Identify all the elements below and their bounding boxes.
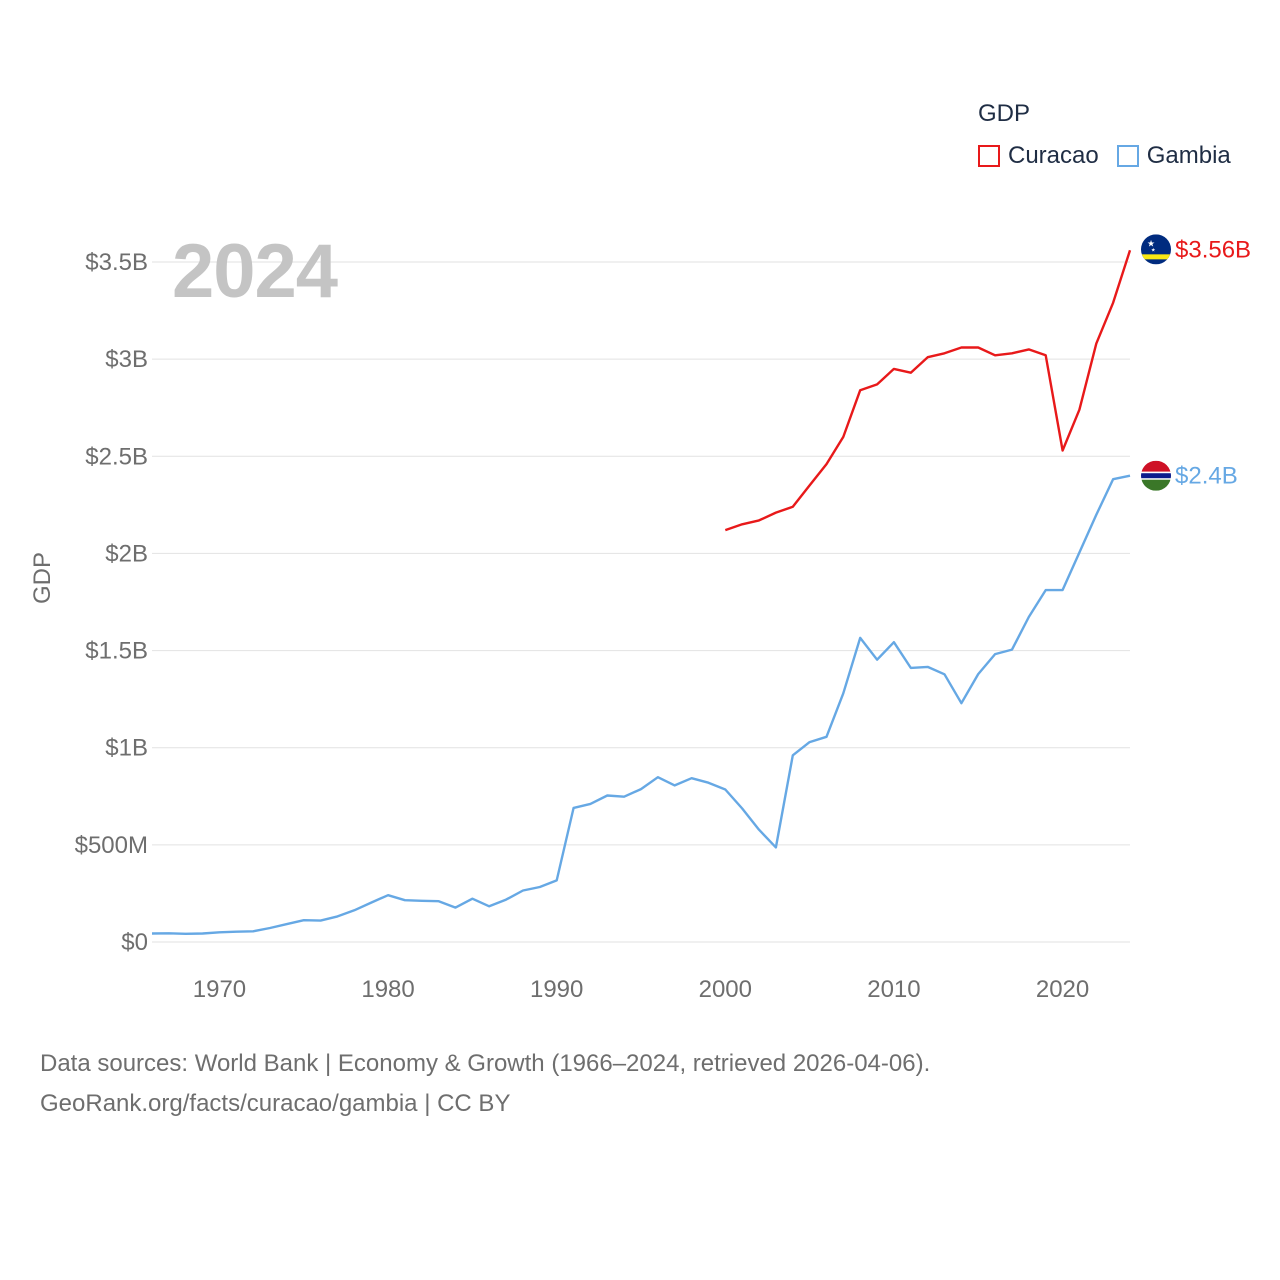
footer-sources: Data sources: World Bank | Economy & Gro… — [40, 1050, 931, 1077]
svg-text:★: ★ — [1151, 247, 1156, 253]
legend: Curacao Gambia — [978, 142, 1249, 170]
grid-lines — [152, 261, 1130, 943]
footer-link[interactable]: GeoRank.org/facts/curacao/gambia | CC BY — [40, 1090, 511, 1117]
y-axis-label: GDP — [29, 552, 56, 604]
y-tick-label: $3B — [105, 346, 148, 373]
series-line-curacao — [724, 249, 1132, 532]
y-tick-label: $2B — [105, 540, 148, 567]
legend-item-gambia[interactable]: Gambia — [1116, 142, 1231, 170]
y-tick-label: $1B — [105, 735, 148, 762]
y-tick-label: $0 — [121, 929, 148, 956]
svg-text:★: ★ — [1147, 239, 1155, 249]
series-line-gambia — [151, 474, 1131, 935]
legend-swatch-gambia — [1116, 145, 1139, 167]
series-lines — [151, 249, 1132, 935]
x-tick-label: 2000 — [699, 976, 752, 1003]
legend-label-curacao: Curacao — [1008, 142, 1099, 169]
footer-credits: Data sources: World Bank | Economy & Gro… — [40, 1044, 930, 1124]
legend-item-curacao[interactable]: Curacao — [978, 142, 1099, 170]
gambia-flag-icon — [1141, 460, 1171, 491]
x-tick-label: 1990 — [530, 976, 583, 1003]
legend-swatch-curacao — [978, 145, 1000, 167]
curacao-end-value-label: $3.56B — [1175, 236, 1251, 263]
x-tick-label: 1970 — [193, 976, 246, 1003]
x-tick-label: 2020 — [1036, 976, 1089, 1003]
legend-label-gambia: Gambia — [1146, 142, 1231, 169]
y-tick-label: $1.5B — [85, 638, 148, 665]
curacao-flag-icon: ★ ★ — [1141, 234, 1171, 265]
gambia-end-value-label: $2.4B — [1175, 463, 1238, 490]
x-tick-label: 2010 — [867, 976, 920, 1003]
x-axis-ticks: 1970 1980 1990 2000 2010 2020 — [193, 976, 1089, 1003]
y-tick-label: $2.5B — [85, 443, 148, 470]
y-tick-label: $3.5B — [85, 249, 148, 276]
y-axis-ticks: $0 $500M $1B $1.5B $2B $2.5B $3B $3.5B — [75, 249, 148, 956]
legend-title: GDP — [978, 100, 1031, 127]
y-tick-label: $500M — [75, 832, 148, 859]
x-tick-label: 1980 — [361, 976, 414, 1003]
year-watermark: 2024 — [172, 229, 338, 314]
